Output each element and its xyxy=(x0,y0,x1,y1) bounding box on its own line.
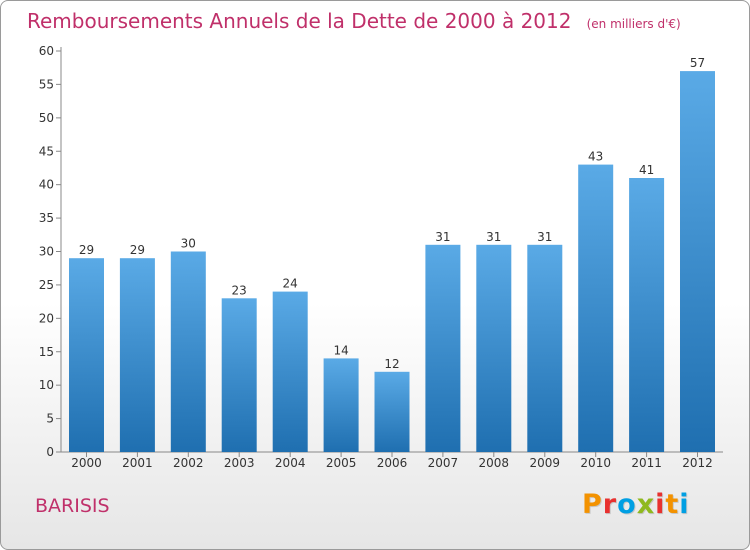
bar-value-label: 31 xyxy=(435,230,450,244)
bar xyxy=(527,244,563,452)
bar xyxy=(323,358,359,452)
x-tick-label: 2007 xyxy=(428,456,459,470)
y-tick-label: 60 xyxy=(39,44,54,58)
x-tick-label: 2011 xyxy=(631,456,662,470)
logo-letter: x xyxy=(636,489,656,520)
commune-name: BARISIS xyxy=(35,495,110,517)
bar-value-label: 31 xyxy=(537,230,552,244)
bar-value-label: 14 xyxy=(333,343,348,357)
logo-letter: i xyxy=(679,489,690,520)
bar-value-label: 31 xyxy=(486,230,501,244)
y-tick-label: 5 xyxy=(46,412,54,426)
x-tick-label: 2006 xyxy=(377,456,408,470)
x-tick-label: 2003 xyxy=(224,456,255,470)
y-tick-label: 40 xyxy=(39,178,54,192)
y-tick-label: 10 xyxy=(39,378,54,392)
bar xyxy=(69,258,104,452)
chart-title: Remboursements Annuels de la Dette de 20… xyxy=(27,9,572,33)
bar xyxy=(680,71,715,452)
x-tick-label: 2009 xyxy=(530,456,561,470)
logo-letter: i xyxy=(655,489,666,520)
bar-value-label: 12 xyxy=(384,357,399,371)
bar xyxy=(374,371,410,452)
x-tick-label: 2004 xyxy=(275,456,306,470)
bar-value-label: 30 xyxy=(181,237,196,251)
x-tick-label: 2000 xyxy=(71,456,102,470)
y-tick-label: 15 xyxy=(39,345,54,359)
bar-value-label: 41 xyxy=(639,163,654,177)
x-tick-label: 2002 xyxy=(173,456,204,470)
logo-letter: t xyxy=(665,489,680,520)
y-tick-label: 45 xyxy=(39,144,54,158)
bar-value-label: 24 xyxy=(283,277,298,291)
x-tick-label: 2012 xyxy=(682,456,713,470)
y-tick-label: 50 xyxy=(39,111,54,125)
unit-note: (en milliers d'€) xyxy=(586,17,681,31)
logo-letter: r xyxy=(602,489,618,520)
bar-value-label: 29 xyxy=(130,243,145,257)
y-tick-label: 30 xyxy=(39,245,54,259)
x-tick-label: 2001 xyxy=(122,456,153,470)
bar xyxy=(578,164,614,452)
bar-value-label: 43 xyxy=(588,150,603,164)
proxiti-logo: Proxiti xyxy=(582,489,690,520)
bar xyxy=(476,244,512,452)
bar-value-label: 29 xyxy=(79,243,94,257)
bar-value-label: 23 xyxy=(232,283,247,297)
bar xyxy=(221,298,257,452)
y-tick-label: 25 xyxy=(39,278,54,292)
bar-value-label: 57 xyxy=(690,56,705,70)
bar xyxy=(629,178,665,452)
logo-letter: P xyxy=(582,489,603,520)
logo-letter: o xyxy=(617,489,637,520)
chart-title-block: Remboursements Annuels de la Dette de 20… xyxy=(27,9,681,33)
y-tick-label: 0 xyxy=(46,445,54,459)
y-tick-label: 55 xyxy=(39,77,54,91)
x-tick-label: 2005 xyxy=(326,456,357,470)
bar xyxy=(272,291,308,452)
x-tick-label: 2010 xyxy=(580,456,611,470)
x-tick-label: 2008 xyxy=(479,456,510,470)
y-tick-label: 35 xyxy=(39,211,54,225)
bar xyxy=(119,258,155,452)
y-tick-label: 20 xyxy=(39,311,54,325)
bar xyxy=(170,251,206,452)
bar xyxy=(425,244,461,452)
